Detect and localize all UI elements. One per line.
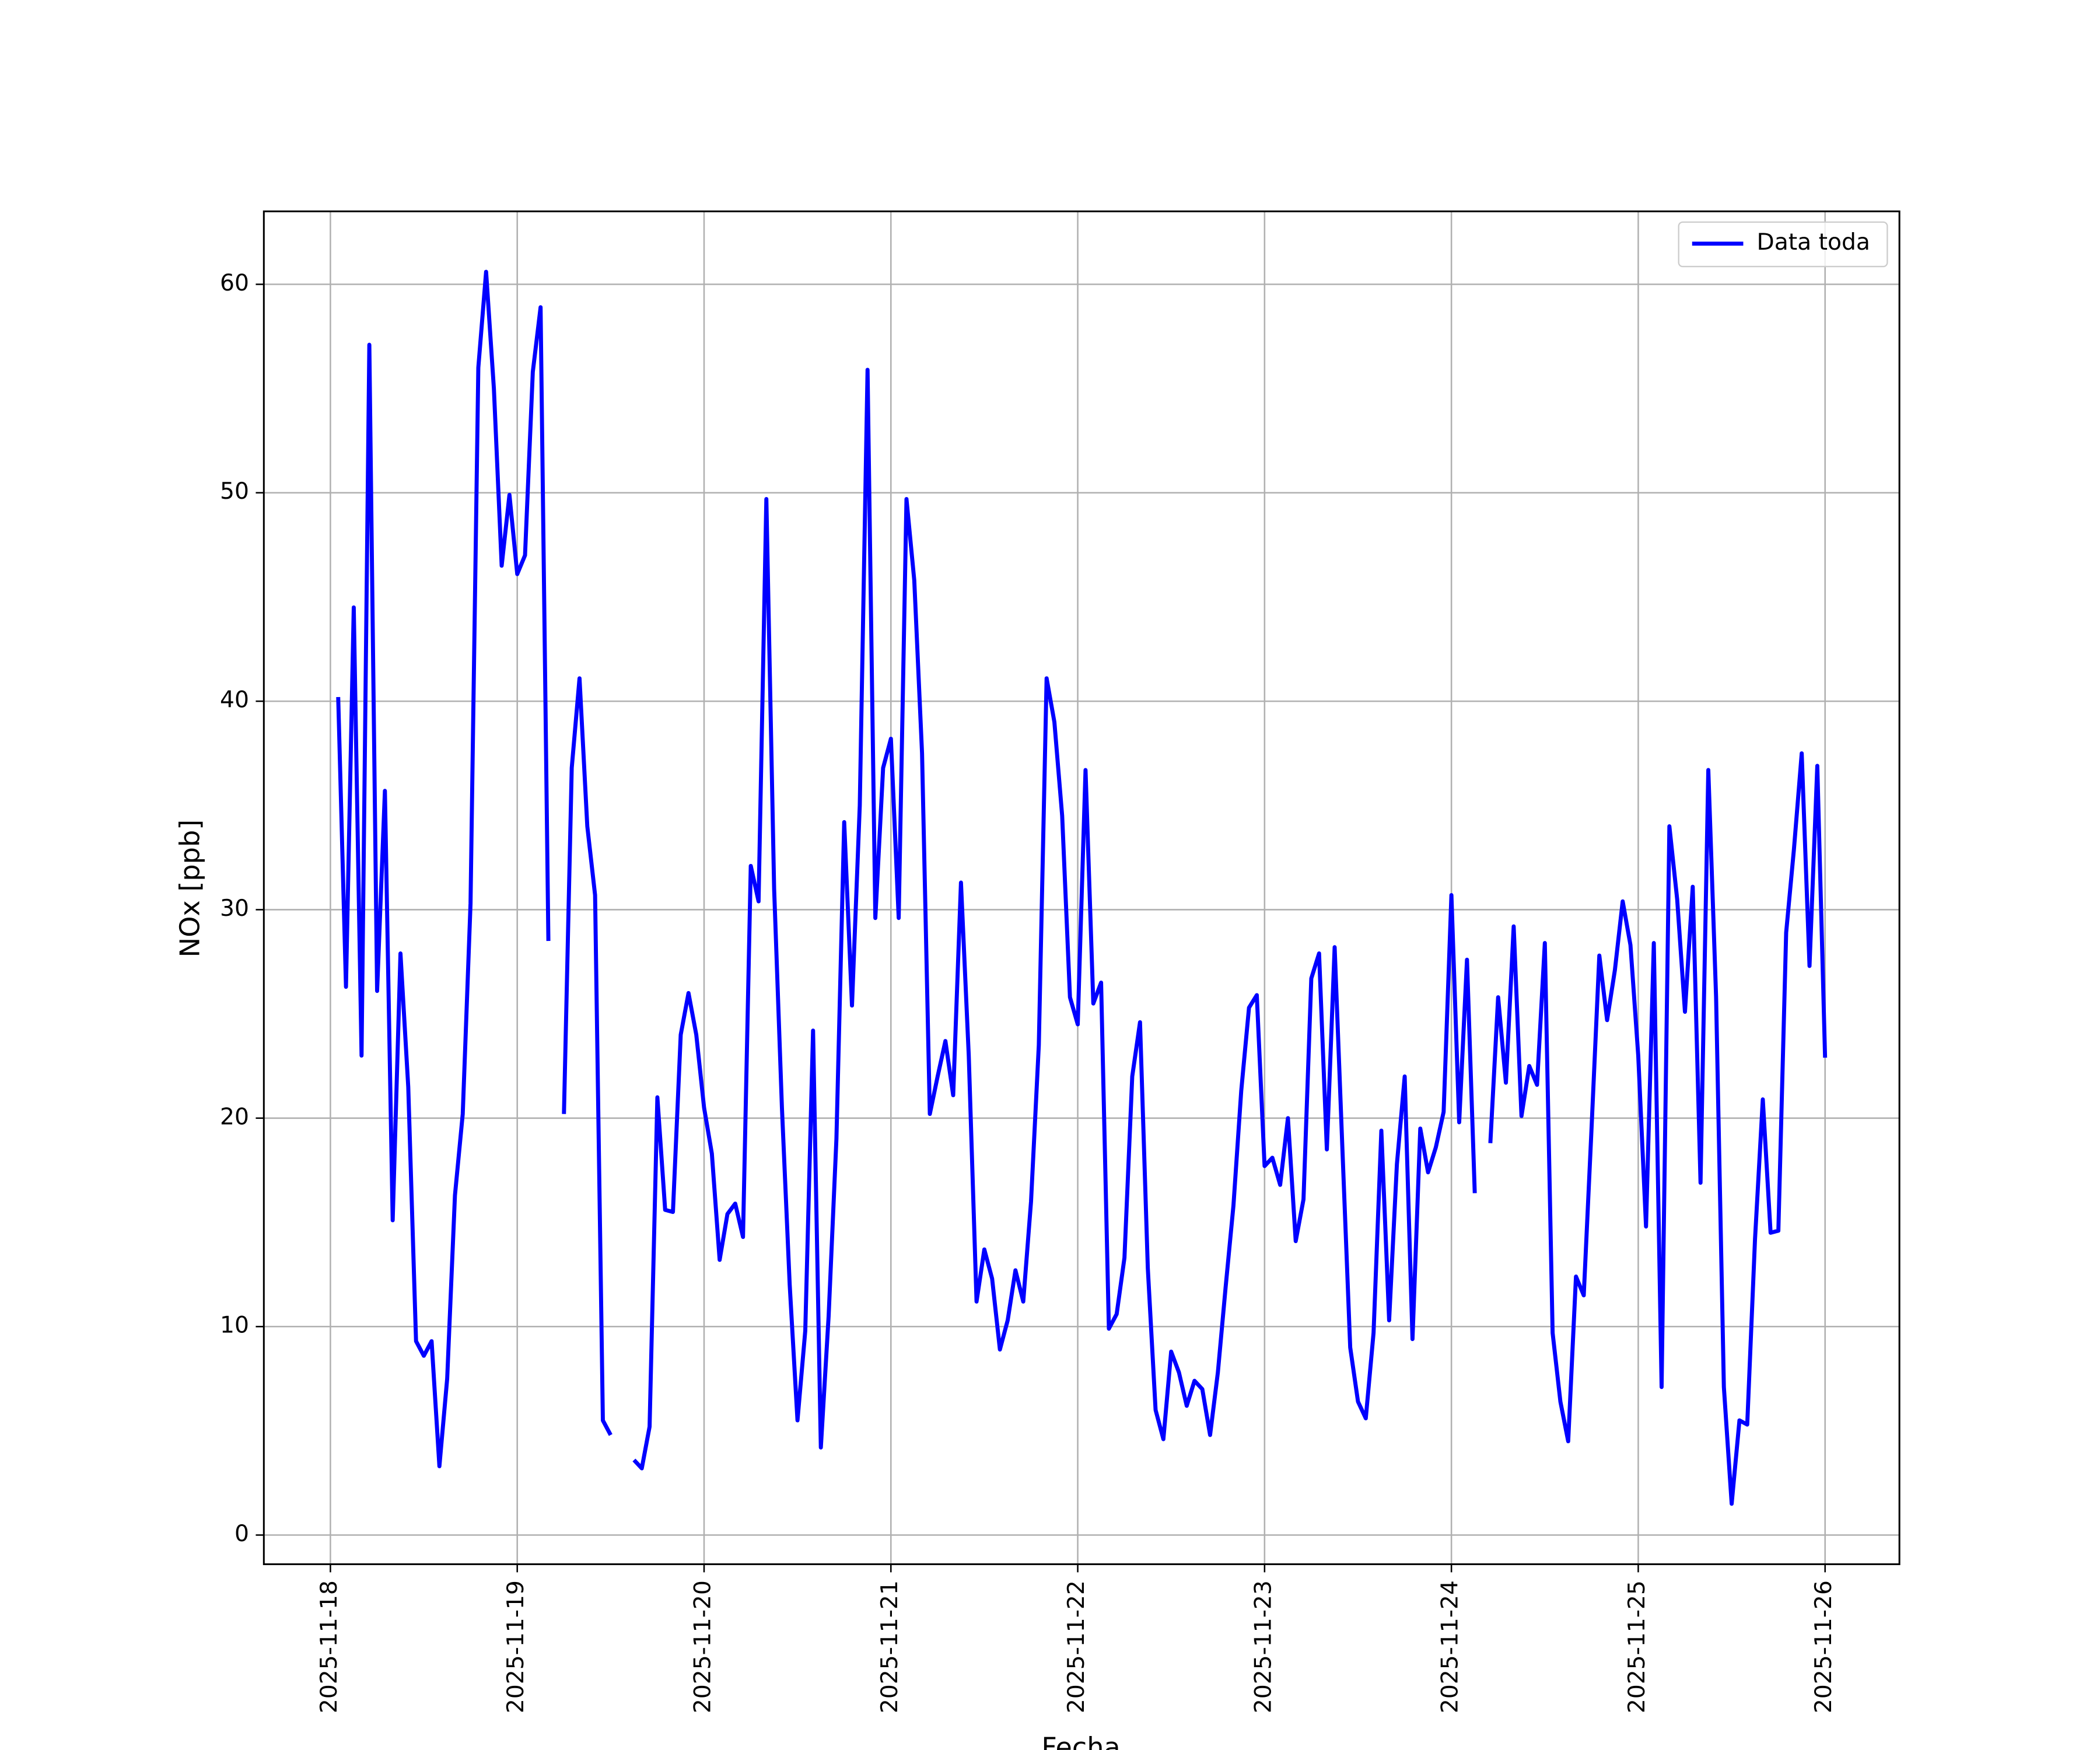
y-tick-label: 10 (220, 1312, 249, 1339)
x-tick-label: 2025-11-18 (316, 1580, 342, 1713)
legend: Data toda (1678, 221, 1888, 268)
legend-label: Data toda (1757, 229, 1870, 256)
y-tick-label: 0 (235, 1521, 249, 1547)
y-tick-label: 60 (220, 270, 249, 296)
x-tick-label: 2025-11-25 (1624, 1580, 1650, 1713)
x-tick-label: 2025-11-23 (1250, 1580, 1276, 1713)
y-axis-label: NOx [ppb] (174, 820, 206, 958)
x-tick-label: 2025-11-26 (1811, 1580, 1837, 1713)
y-tick-label: 20 (220, 1104, 249, 1130)
data-line (336, 270, 1828, 1506)
legend-box (1678, 221, 1888, 268)
x-tick-label: 2025-11-21 (877, 1580, 903, 1713)
y-tick-label: 30 (220, 895, 249, 922)
x-tick-label: 2025-11-24 (1437, 1580, 1464, 1713)
x-tick-label: 2025-11-22 (1063, 1580, 1090, 1713)
plot-frame (262, 210, 1901, 1566)
x-axis-label: Fecha (1041, 1732, 1120, 1750)
y-tick-label: 40 (220, 687, 249, 713)
x-tick-label: 2025-11-20 (690, 1580, 716, 1713)
y-tick-label: 50 (220, 478, 249, 505)
x-tick-label: 2025-11-19 (503, 1580, 529, 1713)
